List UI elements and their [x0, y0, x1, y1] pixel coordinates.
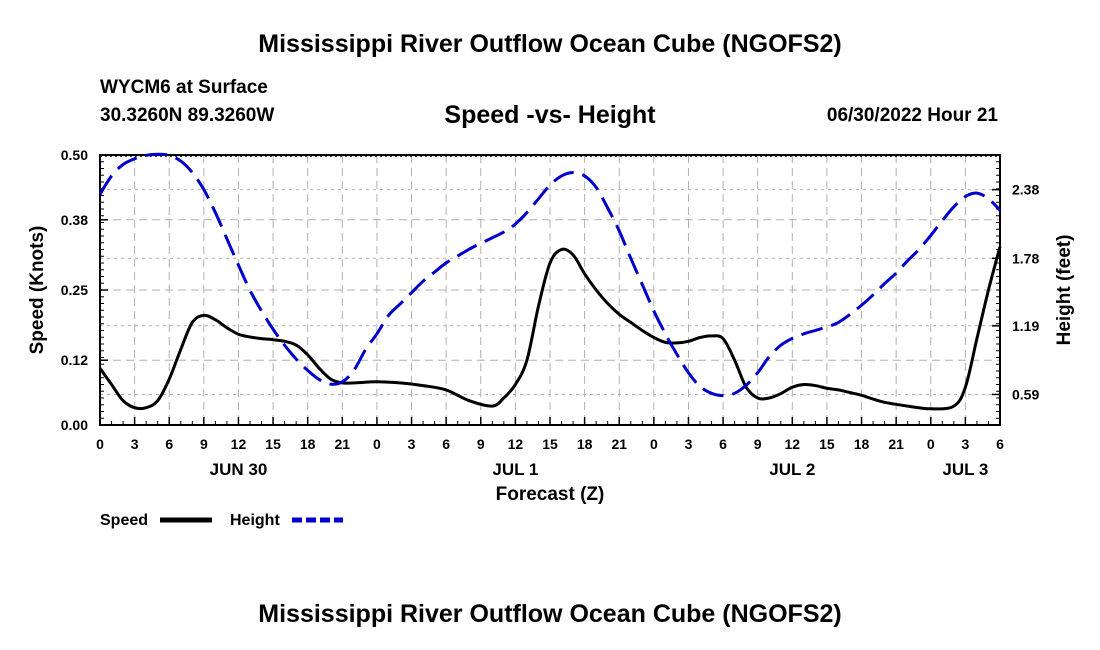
x-tick-label: 3	[408, 436, 416, 452]
x-tick-label: 12	[508, 436, 524, 452]
grid-lines	[100, 155, 1000, 425]
y-tick-label: 0.12	[61, 352, 88, 368]
series-line-speed	[98, 246, 1002, 411]
x-tick-label: 6	[165, 436, 173, 452]
x-tick-label: 6	[719, 436, 727, 452]
y2-tick-label: 1.78	[1012, 250, 1039, 266]
day-label: JUL 2	[769, 460, 815, 479]
y-tick-label: 0.38	[61, 212, 88, 228]
x-tick-label: 18	[577, 436, 593, 452]
legend-label-speed: Speed	[100, 512, 148, 529]
x-tick-label: 21	[888, 436, 904, 452]
x-tick-label: 9	[477, 436, 485, 452]
y2-axis-title: Height (feet)	[1054, 235, 1075, 346]
data-series	[98, 152, 1002, 411]
axis-ticks: 0 3 6 9 12 15 18 21 0 3 6 9 12 15 18 21 0 3 6 9 12 15 18 21 0 3 6J…	[61, 147, 1040, 479]
x-tick-label: 21	[335, 436, 351, 452]
x-tick-label: 0	[373, 436, 381, 452]
x-tick-label: 3	[131, 436, 139, 452]
x-tick-label: 6	[442, 436, 450, 452]
day-label: JUL 1	[492, 460, 538, 479]
x-tick-label: 6	[996, 436, 1004, 452]
x-tick-label: 15	[819, 436, 835, 452]
x-tick-label: 0	[927, 436, 935, 452]
y-axis-title: Speed (Knots)	[27, 226, 48, 355]
x-tick-label: 9	[200, 436, 208, 452]
y2-tick-label: 2.38	[1012, 182, 1039, 198]
x-tick-label: 9	[754, 436, 762, 452]
x-tick-label: 21	[611, 436, 627, 452]
series-line-height	[98, 152, 1002, 398]
chart-main-title: Mississippi River Outflow Ocean Cube (NG…	[258, 30, 842, 58]
x-tick-label: 0	[650, 436, 658, 452]
legend: Speed Height	[100, 512, 343, 529]
x-axis-title: Forecast (Z)	[496, 484, 605, 505]
footer-title: Mississippi River Outflow Ocean Cube (NG…	[258, 600, 842, 628]
y-tick-label: 0.50	[61, 147, 88, 163]
station-label: WYCM6 at Surface	[100, 77, 268, 98]
y2-tick-label: 1.19	[1012, 318, 1039, 334]
x-tick-label: 3	[961, 436, 969, 452]
station-coordinates: 30.3260N 89.3260W	[100, 105, 275, 126]
legend-label-height: Height	[230, 512, 280, 529]
y-tick-label: 0.00	[61, 417, 88, 433]
x-tick-label: 18	[300, 436, 316, 452]
x-tick-label: 18	[854, 436, 870, 452]
x-tick-label: 0	[96, 436, 104, 452]
y2-tick-label: 0.59	[1012, 386, 1039, 402]
forecast-timestamp: 06/30/2022 Hour 21	[826, 105, 998, 126]
chart-subtitle: Speed -vs- Height	[444, 101, 656, 129]
x-tick-label: 15	[265, 436, 281, 452]
x-tick-label: 3	[685, 436, 693, 452]
day-label: JUN 30	[210, 460, 268, 479]
x-tick-label: 12	[231, 436, 247, 452]
x-tick-label: 12	[785, 436, 801, 452]
day-label: JUL 3	[942, 460, 988, 479]
x-tick-label: 15	[542, 436, 558, 452]
y-tick-label: 0.25	[61, 282, 88, 298]
